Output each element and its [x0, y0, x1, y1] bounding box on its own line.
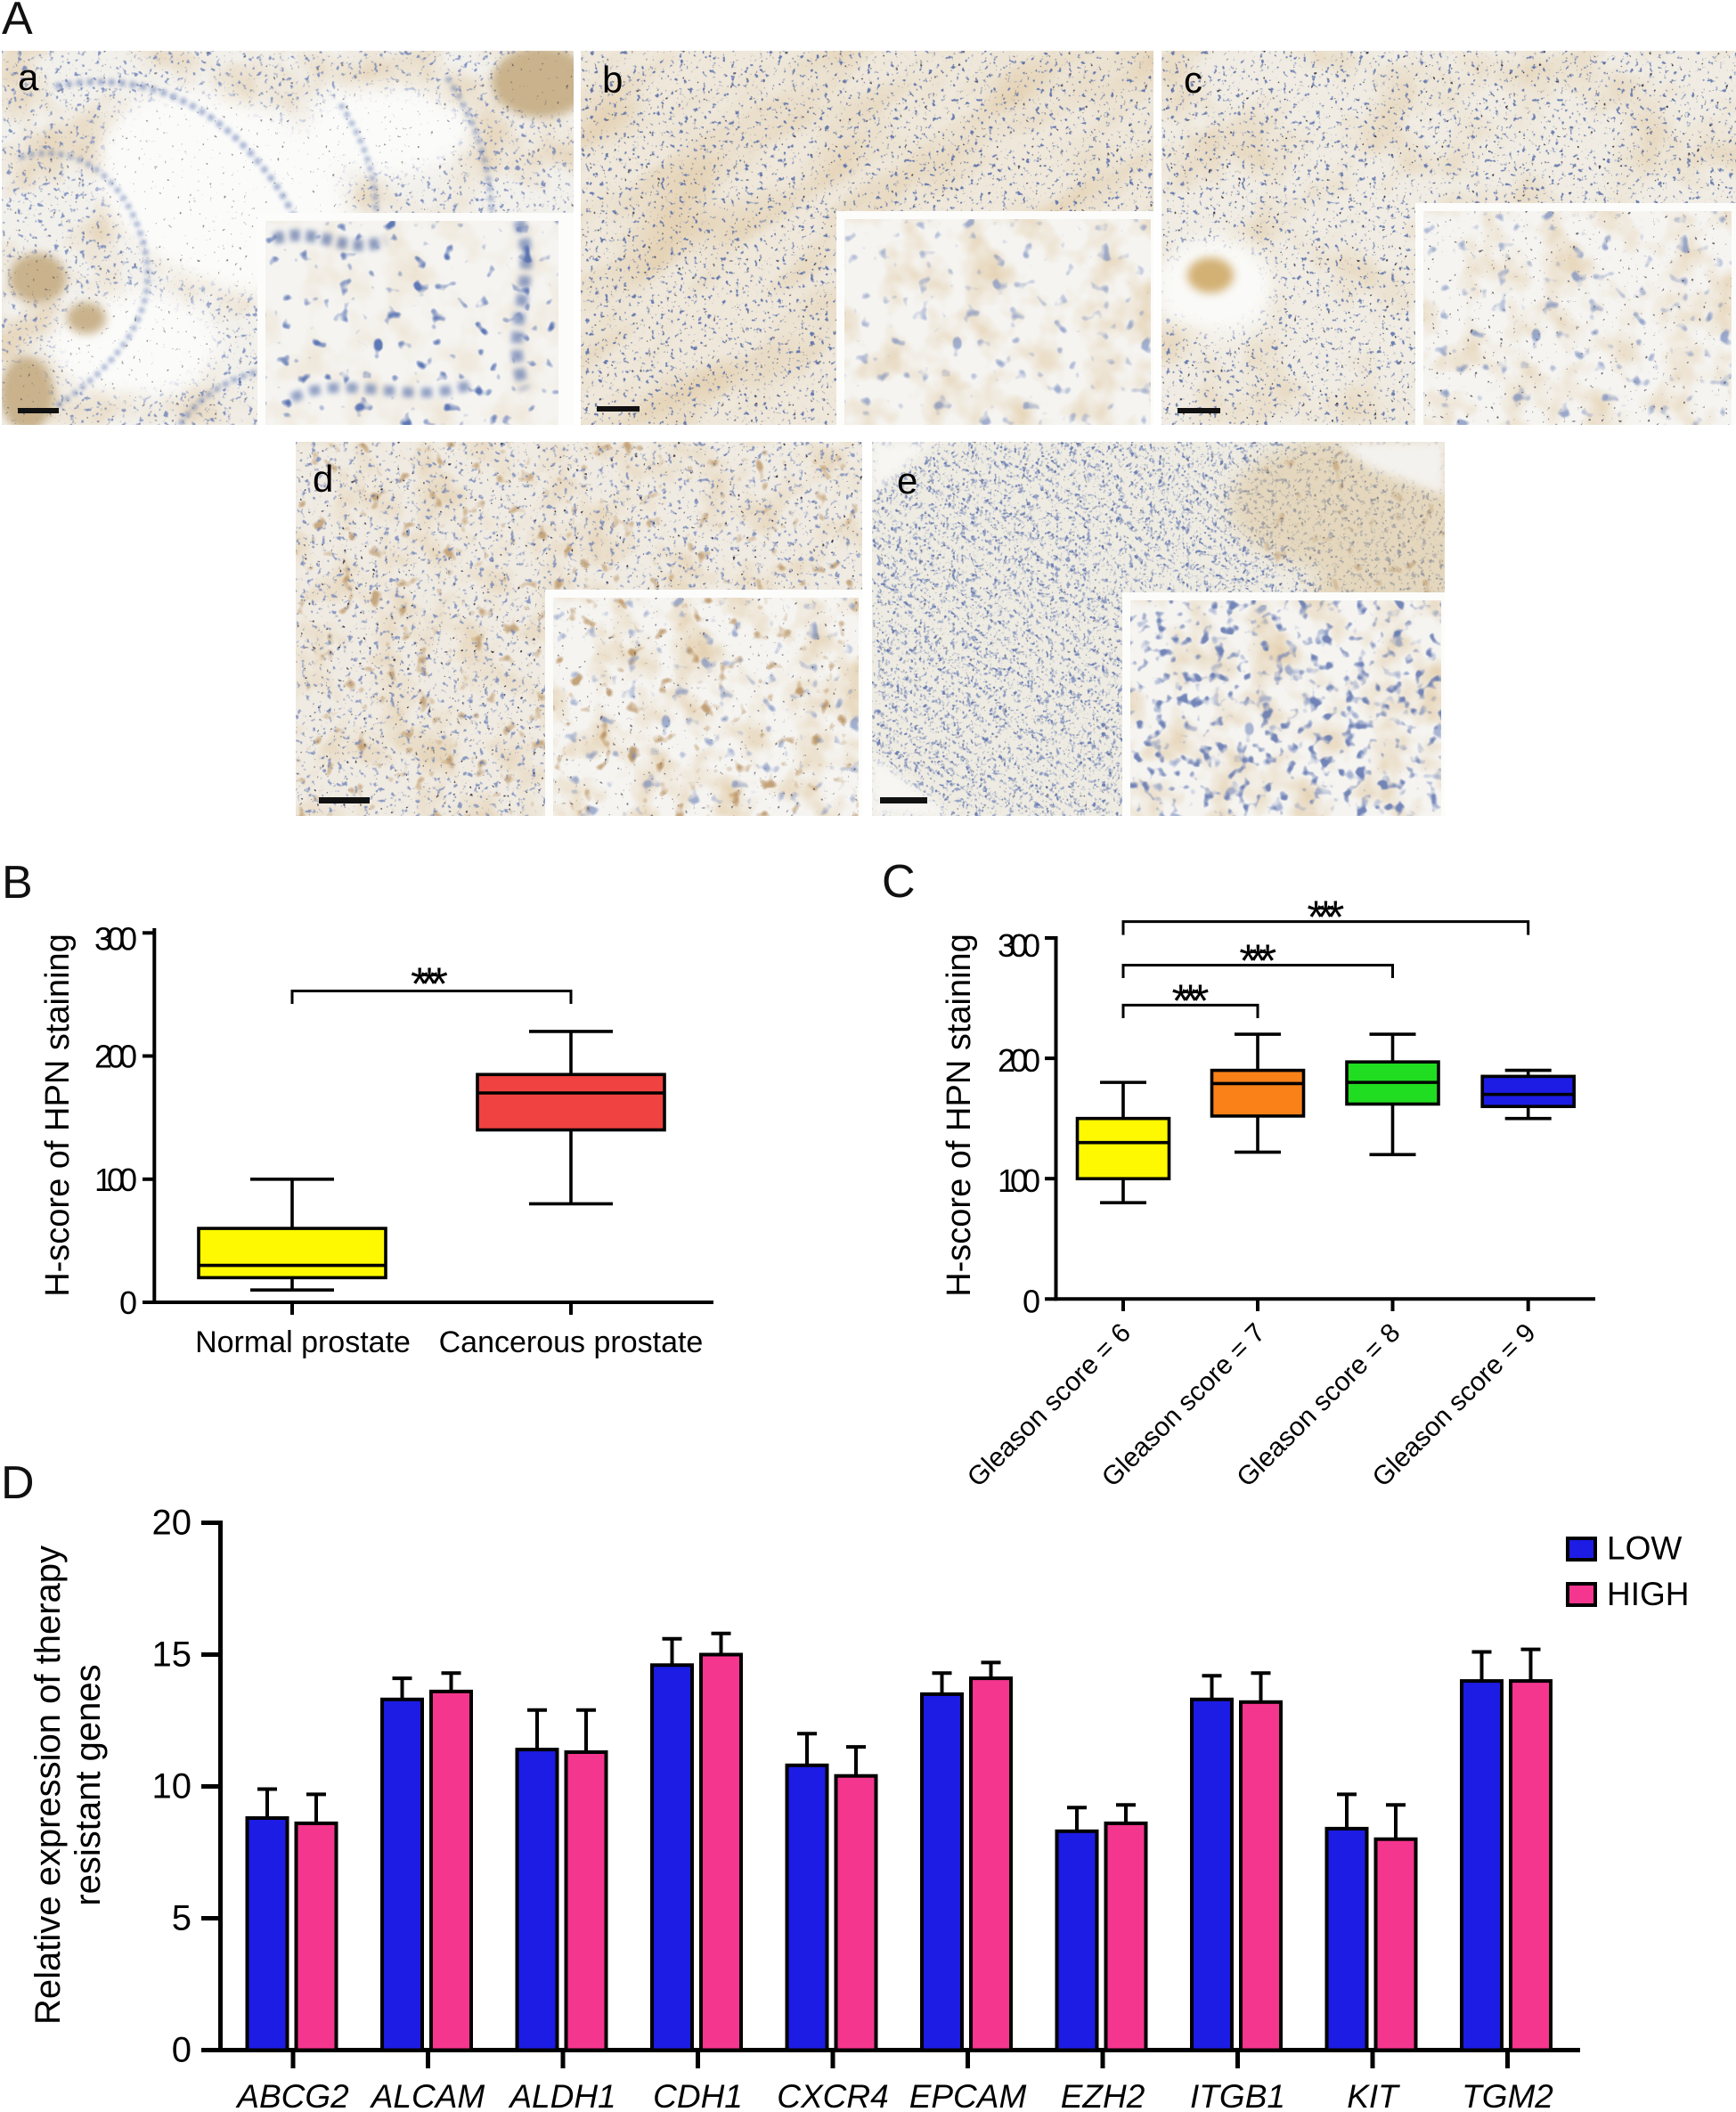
svg-text:Normal prostate: Normal prostate [195, 1325, 411, 1359]
svg-text:ABCG2: ABCG2 [235, 2078, 349, 2112]
svg-text:0: 0 [1023, 1283, 1040, 1319]
svg-text:HIGH: HIGH [1607, 1576, 1690, 1612]
svg-text:TGM2: TGM2 [1462, 2078, 1553, 2112]
svg-text:100: 100 [998, 1162, 1040, 1199]
svg-text:LOW: LOW [1607, 1530, 1682, 1567]
svg-text:***: *** [411, 959, 448, 1011]
svg-text:ALDH1: ALDH1 [508, 2078, 615, 2112]
svg-text:300: 300 [998, 927, 1040, 964]
svg-text:d: d [313, 458, 333, 500]
svg-text:Cancerous prostate: Cancerous prostate [439, 1325, 704, 1359]
svg-text:0: 0 [119, 1284, 137, 1321]
svg-text:CDH1: CDH1 [653, 2078, 743, 2112]
svg-text:10: 10 [152, 1767, 192, 1806]
svg-text:5: 5 [172, 1899, 192, 1938]
svg-text:EZH2: EZH2 [1061, 2078, 1145, 2112]
svg-text:c: c [1184, 59, 1202, 101]
svg-text:100: 100 [94, 1162, 137, 1198]
svg-text:CXCR4: CXCR4 [777, 2078, 888, 2112]
svg-text:Relative expression of therapy: Relative expression of therapy [29, 1545, 68, 2025]
svg-text:ALCAM: ALCAM [370, 2078, 485, 2112]
svg-text:a: a [18, 56, 39, 98]
svg-text:20: 20 [152, 1504, 192, 1543]
svg-text:0: 0 [172, 2031, 192, 2070]
svg-text:b: b [602, 59, 623, 101]
svg-text:H-score of HPN staining: H-score of HPN staining [39, 934, 77, 1297]
svg-text:200: 200 [998, 1042, 1040, 1079]
svg-text:e: e [897, 460, 917, 501]
svg-text:300: 300 [94, 920, 137, 957]
svg-text:KIT: KIT [1347, 2078, 1400, 2112]
svg-text:***: *** [1307, 893, 1344, 944]
svg-text:H-score of HPN staining: H-score of HPN staining [941, 934, 978, 1297]
svg-text:EPCAM: EPCAM [909, 2078, 1027, 2112]
svg-text:ITGB1: ITGB1 [1190, 2078, 1285, 2112]
svg-text:200: 200 [94, 1039, 137, 1075]
svg-text:15: 15 [152, 1635, 192, 1675]
svg-text:***: *** [1172, 975, 1210, 1027]
svg-text:***: *** [1239, 936, 1276, 988]
svg-text:resistant genes: resistant genes [69, 1664, 108, 1905]
